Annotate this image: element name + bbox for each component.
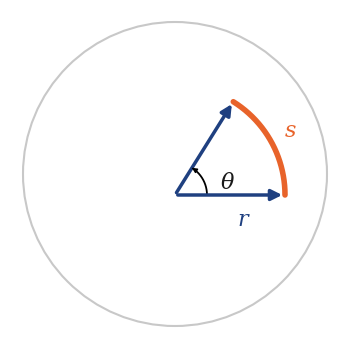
Text: s: s <box>285 120 296 142</box>
Text: θ: θ <box>221 172 234 194</box>
Text: r: r <box>238 209 248 231</box>
